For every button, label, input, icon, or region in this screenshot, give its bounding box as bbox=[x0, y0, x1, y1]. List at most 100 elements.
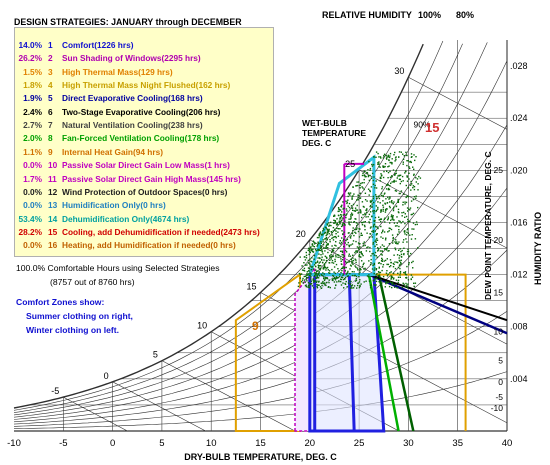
wet-bulb-line-group bbox=[408, 76, 507, 156]
data-point bbox=[388, 266, 391, 268]
data-point bbox=[388, 285, 391, 288]
data-point bbox=[315, 261, 317, 264]
data-point bbox=[409, 160, 412, 163]
data-point bbox=[407, 287, 409, 289]
data-point bbox=[382, 195, 384, 198]
data-point bbox=[324, 266, 326, 268]
data-point bbox=[410, 156, 413, 158]
data-point bbox=[335, 256, 337, 258]
data-point bbox=[372, 226, 375, 228]
data-point bbox=[315, 250, 317, 252]
data-point bbox=[411, 234, 413, 236]
data-point bbox=[338, 242, 341, 244]
thermal-mass-zone bbox=[368, 273, 467, 431]
data-point bbox=[378, 219, 380, 221]
data-point bbox=[347, 199, 349, 201]
data-point bbox=[318, 271, 320, 273]
data-point bbox=[378, 272, 380, 274]
data-point bbox=[340, 214, 342, 216]
data-point bbox=[361, 186, 363, 188]
data-point bbox=[320, 233, 323, 236]
strategy-percent: 1.8% bbox=[23, 80, 42, 91]
data-point bbox=[365, 250, 368, 252]
data-point bbox=[408, 262, 410, 264]
data-point bbox=[401, 249, 403, 252]
data-point bbox=[329, 272, 331, 274]
data-point bbox=[342, 240, 344, 242]
data-point bbox=[323, 282, 325, 284]
data-point bbox=[383, 155, 385, 157]
data-point bbox=[323, 259, 325, 261]
data-point bbox=[323, 263, 326, 265]
x-axis-title: DRY-BULB TEMPERATURE, DEG. C bbox=[184, 452, 337, 462]
data-point bbox=[310, 283, 312, 285]
data-point bbox=[408, 178, 410, 180]
data-point bbox=[390, 261, 392, 264]
data-point bbox=[368, 213, 371, 216]
data-point bbox=[334, 287, 336, 289]
data-point bbox=[410, 274, 413, 276]
data-point bbox=[374, 245, 376, 247]
weather-data-points bbox=[297, 151, 422, 289]
data-point bbox=[384, 209, 387, 211]
data-point bbox=[371, 203, 373, 205]
data-point bbox=[338, 221, 341, 224]
data-point bbox=[350, 217, 352, 219]
data-point bbox=[313, 241, 315, 243]
data-point bbox=[367, 188, 370, 190]
data-point bbox=[330, 256, 332, 258]
data-point bbox=[377, 227, 379, 230]
data-point bbox=[357, 230, 360, 233]
data-point bbox=[348, 253, 350, 255]
data-point bbox=[352, 263, 354, 266]
rh-curve-70 bbox=[13, 42, 488, 416]
x-tick-label: 25 bbox=[354, 438, 365, 449]
data-point bbox=[382, 176, 385, 179]
data-point bbox=[355, 185, 357, 187]
data-point bbox=[414, 238, 417, 240]
data-point bbox=[341, 237, 343, 239]
dewpoint-tick-label: 25 bbox=[494, 165, 504, 175]
data-point bbox=[306, 280, 308, 282]
data-point bbox=[384, 203, 387, 205]
data-point bbox=[382, 165, 384, 167]
data-point bbox=[399, 182, 401, 185]
data-point bbox=[356, 284, 359, 287]
data-point bbox=[331, 245, 333, 247]
data-point bbox=[325, 284, 327, 287]
data-point bbox=[339, 256, 341, 258]
data-point bbox=[331, 259, 334, 262]
data-point bbox=[377, 271, 380, 273]
data-point bbox=[393, 179, 395, 182]
data-point bbox=[324, 238, 326, 240]
data-point bbox=[309, 272, 311, 274]
data-point bbox=[362, 245, 365, 247]
data-point bbox=[382, 194, 384, 197]
data-point bbox=[353, 234, 355, 237]
data-point bbox=[400, 259, 402, 261]
data-point bbox=[335, 284, 337, 286]
data-point bbox=[363, 182, 365, 184]
data-point bbox=[350, 221, 352, 223]
data-point bbox=[331, 232, 333, 234]
data-point bbox=[334, 244, 336, 246]
data-point bbox=[303, 279, 306, 281]
strategy-label: Internal Heat Gain(94 hrs) bbox=[62, 146, 163, 157]
data-point bbox=[359, 243, 361, 245]
data-point bbox=[328, 270, 331, 272]
data-point bbox=[367, 174, 370, 177]
data-point bbox=[391, 282, 394, 284]
data-point bbox=[321, 250, 323, 252]
data-point bbox=[311, 266, 314, 268]
data-point bbox=[384, 165, 386, 168]
data-point bbox=[397, 281, 399, 284]
wet-bulb-line bbox=[161, 360, 296, 431]
data-point bbox=[338, 210, 340, 212]
data-point bbox=[389, 272, 391, 274]
data-point bbox=[313, 254, 316, 257]
data-point bbox=[407, 283, 409, 285]
data-point bbox=[404, 216, 406, 218]
data-point bbox=[323, 229, 325, 231]
data-point bbox=[390, 277, 393, 279]
data-point bbox=[307, 262, 310, 264]
